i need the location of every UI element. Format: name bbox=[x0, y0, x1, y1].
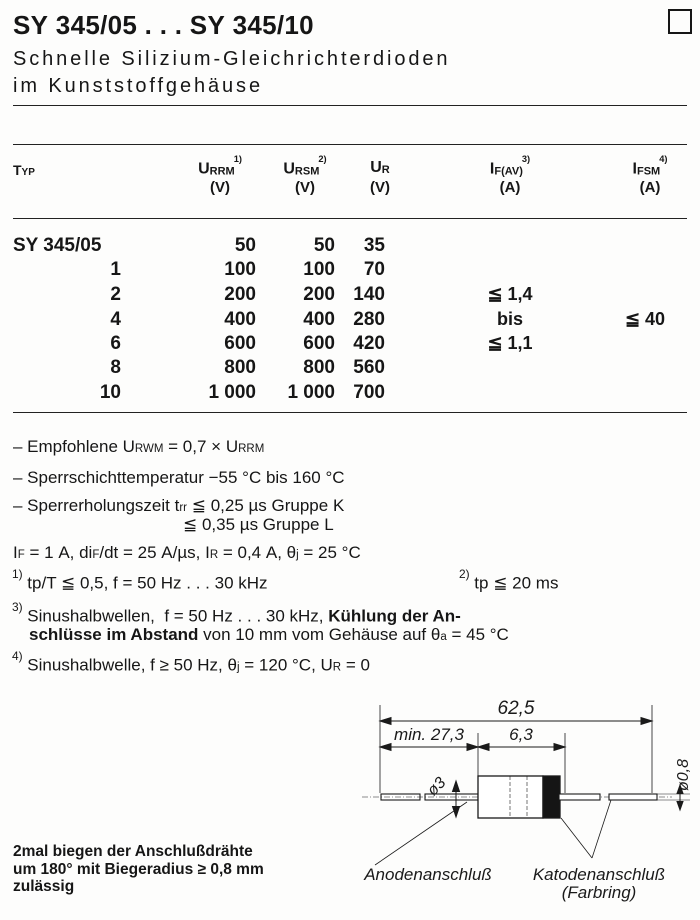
svg-text:min. 27,3: min. 27,3 bbox=[394, 725, 464, 744]
svg-text:ø0,8: ø0,8 bbox=[675, 759, 692, 791]
svg-text:(Farbring): (Farbring) bbox=[562, 883, 637, 902]
svg-text:Anodenanschluß: Anodenanschluß bbox=[363, 865, 492, 884]
svg-text:6,3: 6,3 bbox=[509, 725, 533, 744]
svg-text:Katodenanschluß: Katodenanschluß bbox=[533, 865, 665, 884]
svg-text:62,5: 62,5 bbox=[498, 698, 535, 719]
